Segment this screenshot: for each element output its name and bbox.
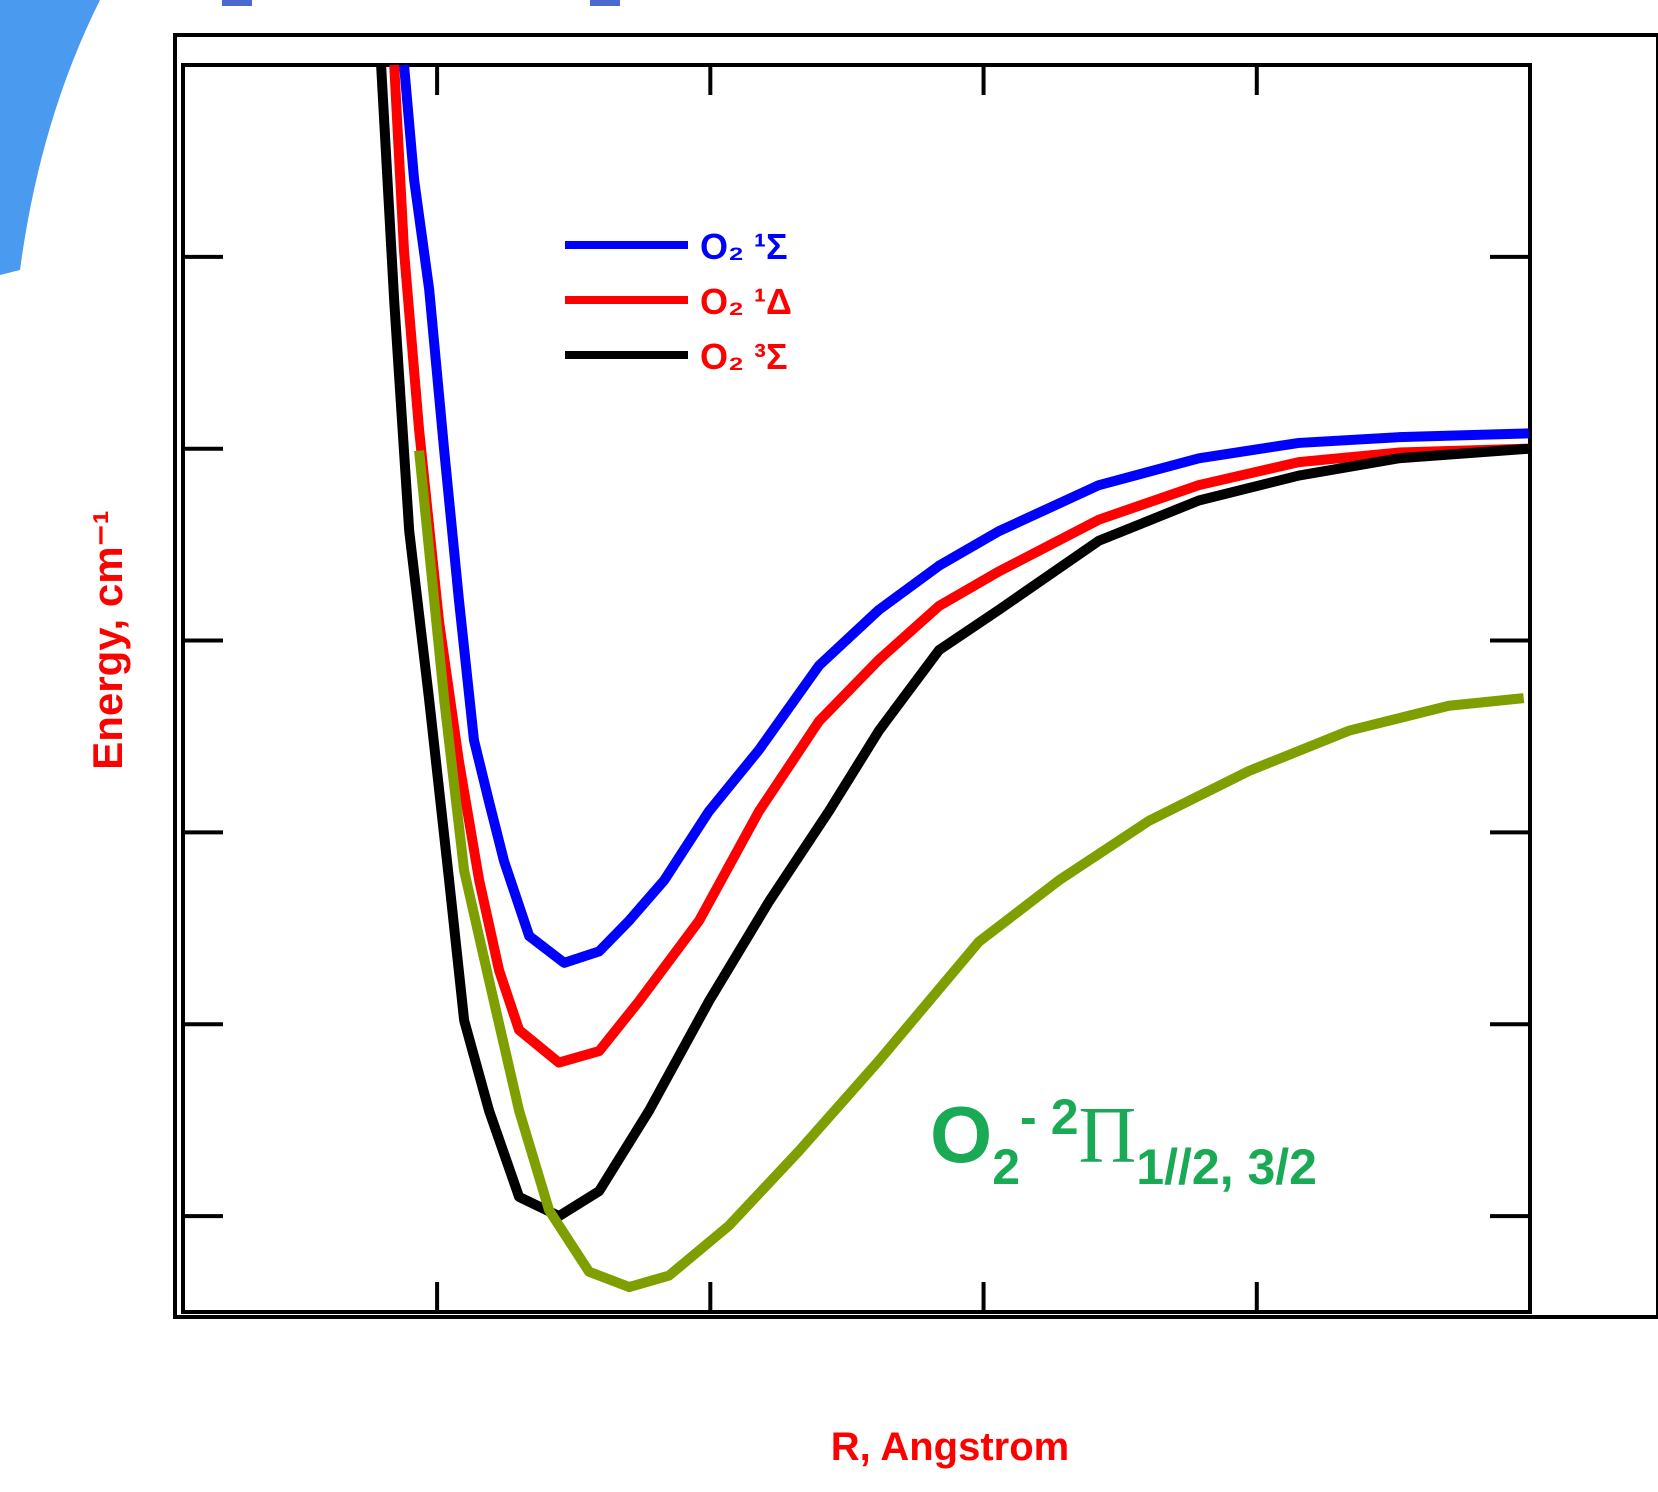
legend-label: O₂ ³Σ xyxy=(700,336,788,377)
annotation-part: O xyxy=(930,1090,992,1179)
y-axis-label: Energy, cm⁻¹ xyxy=(84,510,131,769)
decoration xyxy=(222,0,252,6)
series-line xyxy=(389,64,1530,1068)
annotation-part: - xyxy=(1020,1089,1037,1145)
legend-label: O₂ ¹Σ xyxy=(700,226,788,267)
annotation: O2- 2Π1//2, 3/2 xyxy=(930,1089,1317,1195)
series-line xyxy=(376,64,1530,1222)
annotation-part: Π xyxy=(1079,1092,1137,1180)
annotation-part: 1//2, 3/2 xyxy=(1136,1139,1317,1195)
series-line xyxy=(399,64,1530,968)
decoration xyxy=(590,0,620,6)
plot-frame xyxy=(181,63,1532,1314)
decoration xyxy=(0,0,100,275)
series-line xyxy=(414,450,1525,1293)
legend-label: O₂ ¹Δ xyxy=(700,281,792,322)
x-axis-label: R, Angstrom xyxy=(831,1425,1070,1469)
annotation-part: 2 xyxy=(1051,1089,1079,1145)
outer-frame xyxy=(173,33,1658,1319)
annotation-part: 2 xyxy=(992,1139,1020,1195)
